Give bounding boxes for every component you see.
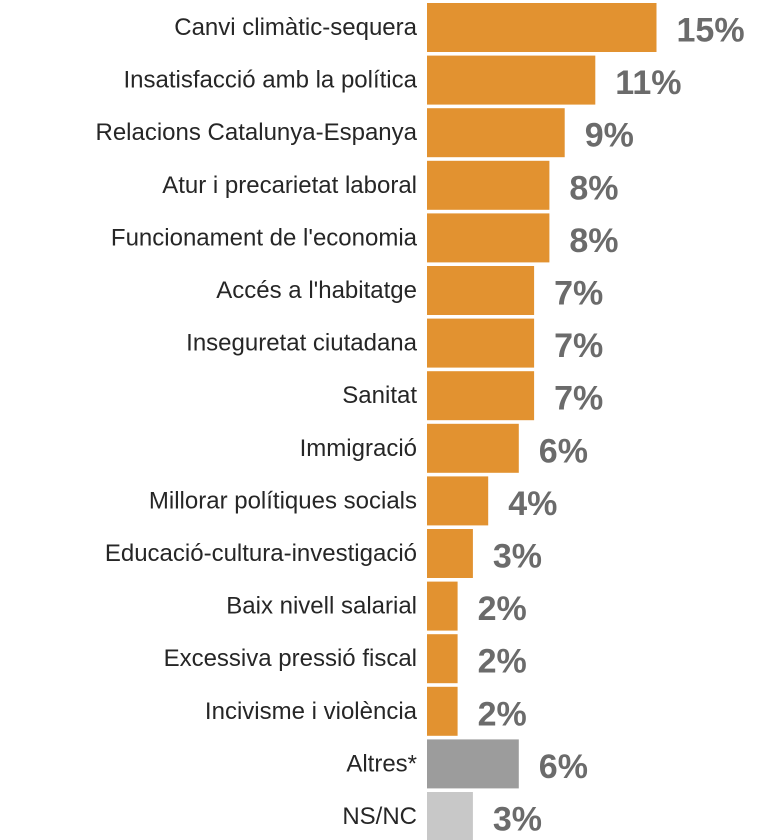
- value-label: 7%: [554, 275, 603, 313]
- category-label: Accés a l'habitatge: [216, 277, 417, 304]
- bar: [427, 739, 519, 789]
- category-label: Baix nivell salarial: [226, 593, 417, 620]
- bar: [427, 529, 473, 578]
- bar: [427, 371, 535, 421]
- bar: [427, 108, 565, 158]
- category-label: Educació-cultura-investigació: [105, 540, 417, 567]
- value-label: 9%: [585, 117, 634, 155]
- bar: [427, 318, 535, 368]
- bar: [427, 581, 458, 631]
- value-label: 4%: [508, 485, 557, 523]
- category-label: Sanitat: [342, 382, 417, 409]
- category-label: Funcionament de l'economia: [111, 224, 418, 251]
- value-label: 3%: [493, 801, 542, 839]
- category-label: Relacions Catalunya-Espanya: [95, 119, 417, 146]
- category-label: Inseguretat ciutadana: [186, 330, 417, 357]
- category-label: NS/NC: [342, 803, 417, 830]
- value-label: 7%: [554, 380, 603, 418]
- bar: [427, 792, 473, 840]
- value-label: 2%: [478, 695, 527, 733]
- value-label: 6%: [539, 748, 588, 786]
- value-label: 7%: [554, 327, 603, 365]
- category-label: Incivisme i violència: [205, 698, 418, 725]
- bar: [427, 686, 458, 736]
- value-label: 11%: [615, 64, 681, 102]
- bar: [427, 423, 519, 473]
- bar: [427, 55, 596, 105]
- category-label: Altres*: [346, 750, 417, 777]
- value-label: 8%: [569, 222, 618, 260]
- category-label: Atur i precarietat laboral: [162, 172, 417, 199]
- category-label: Excessiva pressió fiscal: [164, 645, 417, 672]
- bar: [427, 266, 535, 315]
- category-label: Immigració: [300, 435, 417, 462]
- bar: [427, 160, 550, 210]
- value-label: 15%: [677, 12, 745, 50]
- bar: [427, 213, 550, 263]
- bar: [427, 634, 458, 684]
- category-label: Canvi climàtic-sequera: [174, 14, 417, 41]
- bar: [427, 3, 657, 52]
- value-label: 2%: [478, 590, 527, 628]
- bar: [427, 476, 489, 526]
- category-label: Insatisfacció amb la política: [124, 67, 418, 94]
- value-label: 2%: [478, 643, 527, 681]
- value-label: 3%: [493, 538, 542, 576]
- value-label: 6%: [539, 432, 588, 470]
- value-label: 8%: [569, 169, 618, 207]
- category-label: Millorar polítiques socials: [149, 487, 417, 514]
